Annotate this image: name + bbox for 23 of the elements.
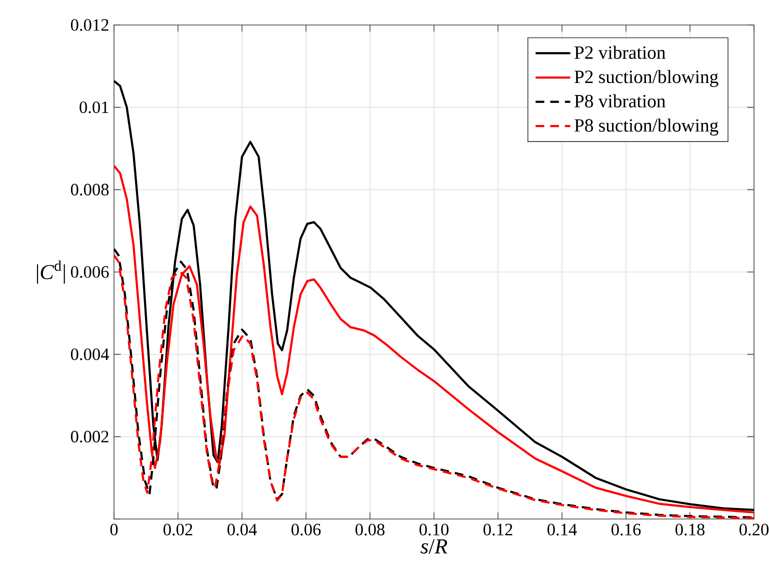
x-tick-label: 0.20: [740, 524, 769, 536]
x-tick-label: 0.12: [484, 524, 512, 536]
y-tick-label: 0.012: [70, 19, 108, 31]
x-tick-label: 0.08: [356, 524, 385, 536]
y-tick-label: 0.006: [70, 266, 109, 278]
legend-label: P8 vibration: [574, 94, 666, 108]
y-tick-label: 0.008: [70, 184, 109, 196]
legend-label: P2 vibration: [574, 46, 666, 59]
y-axis-title: |C$^{d}$|: [36, 260, 65, 284]
x-tick-label: 0.04: [228, 524, 257, 536]
x-tick-label: 0.16: [612, 524, 641, 536]
y-tick-label: 0.004: [70, 348, 110, 360]
y-tick-label: 0.01: [80, 101, 108, 114]
x-tick-label: 0.18: [676, 524, 705, 536]
legend-label: P8 suction/blowing: [574, 118, 718, 136]
x-tick-label: 0: [110, 524, 118, 536]
y-tick-label: 0.002: [70, 430, 108, 443]
x-axis-title: s/R: [420, 539, 448, 554]
legend-label: P2 suction/blowing: [574, 70, 718, 88]
x-tick-label: 0.06: [292, 524, 321, 536]
x-tick-label: 0.10: [420, 524, 449, 536]
x-tick-label: 0.14: [548, 524, 577, 536]
x-tick-label: 0.02: [164, 524, 192, 536]
